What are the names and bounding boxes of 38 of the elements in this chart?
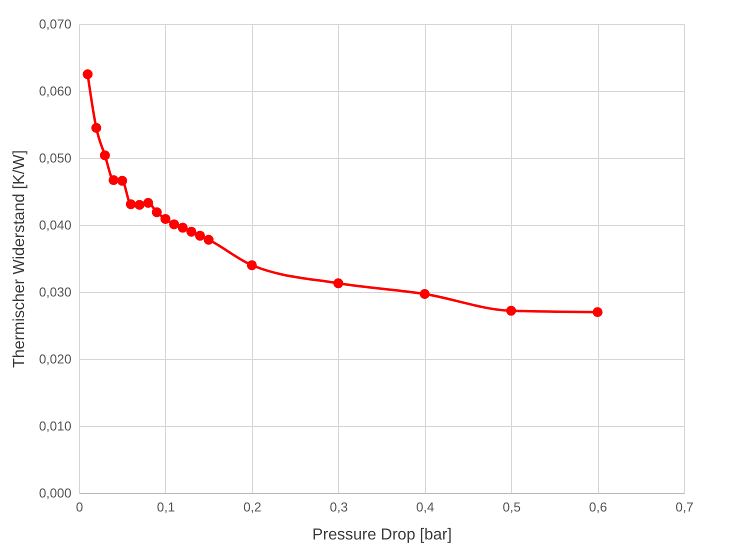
point xyxy=(126,199,136,210)
point xyxy=(186,226,196,237)
point xyxy=(246,260,257,270)
point xyxy=(420,289,430,299)
point xyxy=(160,214,170,224)
point xyxy=(169,219,180,230)
point xyxy=(82,69,93,80)
y-axis-title: Thermischer Widerstand [K/W] xyxy=(10,150,28,368)
y-tick-label: 0,010 xyxy=(38,418,72,434)
y-tick-label: 0,030 xyxy=(38,284,72,300)
x-tick-label: 0,1 xyxy=(156,500,175,514)
point xyxy=(333,278,344,288)
point xyxy=(506,306,516,316)
point xyxy=(592,307,603,318)
x-tick-label: 0,4 xyxy=(416,500,434,514)
y-tick-label: 0,000 xyxy=(38,486,72,500)
y-tick-label: 0,050 xyxy=(38,150,72,166)
point xyxy=(117,176,128,186)
x-tick-label: 0,3 xyxy=(330,500,348,514)
x-tick-label: 0,5 xyxy=(502,500,521,514)
point xyxy=(143,198,154,208)
x-tick-label: 0,6 xyxy=(589,500,608,514)
y-tick-label: 0,020 xyxy=(38,352,72,366)
y-tick-label: 0,070 xyxy=(38,16,72,32)
point xyxy=(134,200,144,210)
x-axis-title: Pressure Drop [bar] xyxy=(312,526,452,544)
x-tick-label: 0,2 xyxy=(243,500,262,514)
point xyxy=(108,175,119,186)
point xyxy=(204,234,214,245)
point xyxy=(178,222,188,233)
point xyxy=(152,207,162,218)
y-tick-label: 0,060 xyxy=(38,84,72,98)
x-tick-label: 0,7 xyxy=(675,500,694,514)
x-tick-label: 0 xyxy=(76,500,84,514)
y-tick-label: 0,040 xyxy=(38,218,72,232)
point xyxy=(100,150,110,160)
point xyxy=(91,122,102,133)
point xyxy=(195,230,205,241)
